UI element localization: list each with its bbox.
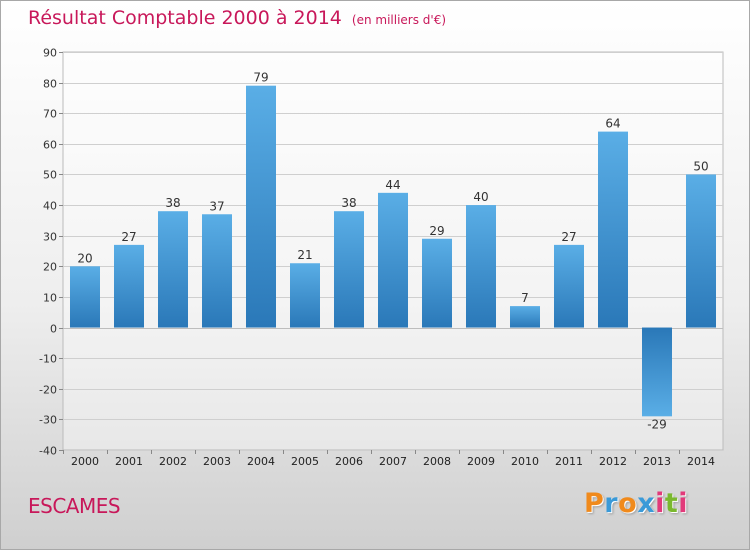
commune-name: ESCAMES <box>28 494 121 518</box>
chart-title-text: Résultat Comptable 2000 à 2014 <box>28 7 342 29</box>
chart-unit-text: (en milliers d'€) <box>351 13 447 27</box>
y-tick-label: -10 <box>39 353 57 366</box>
x-tick-label: 2001 <box>115 455 143 468</box>
bar-2001 <box>114 244 144 328</box>
x-tick-label: 2007 <box>379 455 407 468</box>
y-tick-label: 20 <box>43 261 57 274</box>
data-label-2012: 64 <box>605 117 620 131</box>
bar-2002 <box>158 211 188 328</box>
data-label-2011: 27 <box>561 230 576 244</box>
bar-2010 <box>510 306 540 328</box>
data-label-2007: 44 <box>385 178 400 192</box>
bar-2000 <box>70 266 100 328</box>
y-tick-label: 50 <box>43 169 57 182</box>
x-tick-label: 2004 <box>247 455 275 468</box>
x-tick-label: 2000 <box>71 455 99 468</box>
y-tick-label: 10 <box>43 292 57 305</box>
bar-2005 <box>290 263 320 328</box>
y-tick-label: -30 <box>39 414 57 427</box>
bar-2004 <box>246 85 276 328</box>
y-tick-label: 60 <box>43 139 57 152</box>
y-tick-label: 90 <box>43 47 57 60</box>
data-label-2001: 27 <box>121 230 136 244</box>
y-tick-label: -20 <box>39 384 57 397</box>
bar-2014 <box>686 174 716 328</box>
x-tick-label: 2003 <box>203 455 231 468</box>
data-label-2000: 20 <box>77 251 92 265</box>
y-tick-label: 30 <box>43 231 57 244</box>
label-layer: 20 27 38 37 79 21 38 44 29 40 7 27 64 -29 50 <box>77 71 708 432</box>
bar-2007 <box>378 192 408 328</box>
data-label-2008: 29 <box>429 224 444 238</box>
data-label-2003: 37 <box>209 199 224 213</box>
x-tick-label: 2002 <box>159 455 187 468</box>
y-tick-label: 80 <box>43 78 57 91</box>
data-label-2014: 50 <box>693 159 708 173</box>
bar-2011 <box>554 244 584 328</box>
bar-2013 <box>642 327 672 417</box>
data-label-2013: -29 <box>647 417 667 431</box>
x-tick-label: 2013 <box>643 455 671 468</box>
x-tick-label: 2008 <box>423 455 451 468</box>
x-tick-label: 2011 <box>555 455 583 468</box>
chart-title: Résultat Comptable 2000 à 2014 (en millie… <box>28 7 446 29</box>
x-tick-label: 2005 <box>291 455 319 468</box>
logo-letter: r <box>604 488 619 519</box>
bar-2009 <box>466 205 496 328</box>
logo-letter: t <box>664 488 679 519</box>
y-tick-label: 0 <box>50 323 57 336</box>
logo-letter: i <box>678 488 689 519</box>
x-tick-label: 2006 <box>335 455 363 468</box>
y-tick-label: -40 <box>39 445 57 458</box>
data-label-2009: 40 <box>473 190 488 204</box>
data-label-2002: 38 <box>165 196 180 210</box>
bar-layer <box>70 85 716 417</box>
x-tick-label: 2014 <box>687 455 715 468</box>
bar-2008 <box>422 238 452 328</box>
x-tick-label: 2010 <box>511 455 539 468</box>
logo-letter: o <box>618 488 638 519</box>
bar-2006 <box>334 211 364 328</box>
data-label-2004: 79 <box>253 71 268 85</box>
y-tick-label: 40 <box>43 200 57 213</box>
y-tick-label: 70 <box>43 108 57 121</box>
logo-letter: i <box>655 488 665 519</box>
data-label-2005: 21 <box>297 248 312 262</box>
data-label-2006: 38 <box>341 196 356 210</box>
logo-letter: x <box>637 488 656 519</box>
x-tick-label: 2009 <box>467 455 495 468</box>
data-label-2010: 7 <box>521 291 529 305</box>
x-tick-label: 2012 <box>599 455 627 468</box>
proxiti-logo: Proxiti <box>584 488 688 519</box>
logo-letter: P <box>584 488 605 519</box>
bar-2003 <box>202 214 232 328</box>
bar-2012 <box>598 131 628 328</box>
